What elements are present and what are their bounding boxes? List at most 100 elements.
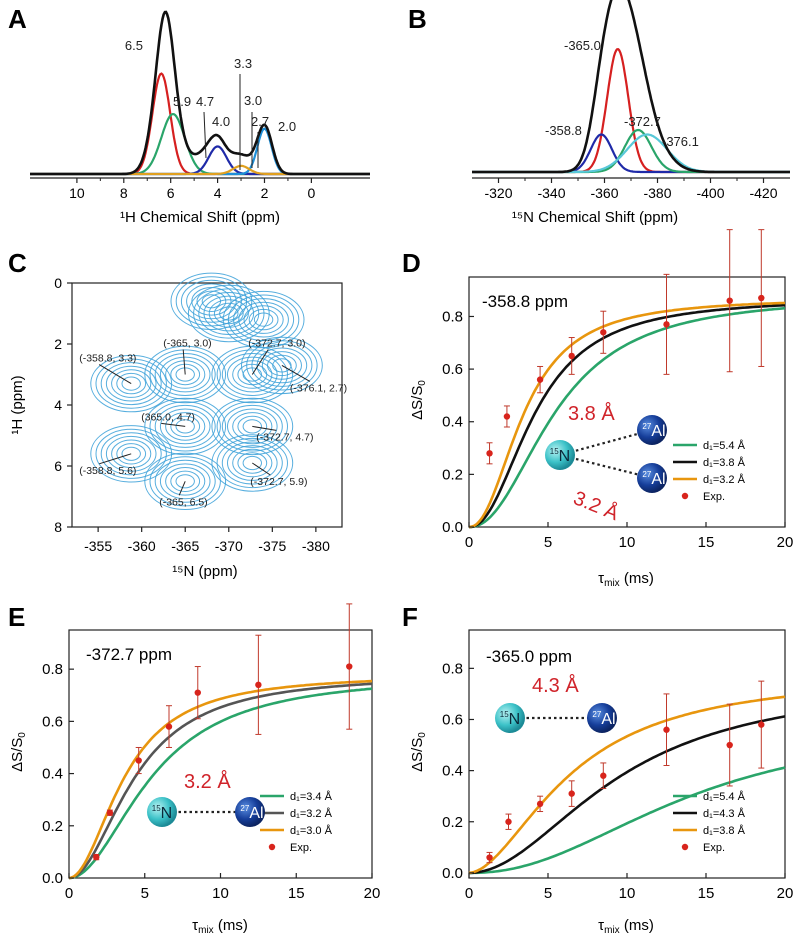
contour-level <box>238 301 289 338</box>
contour-level <box>111 369 152 398</box>
y-tick-label: 0.8 <box>442 660 463 677</box>
y-axis-title: ΔS/S0 <box>409 380 428 420</box>
exp-point <box>726 297 733 304</box>
peak-label: 6.5 <box>125 38 143 53</box>
spectrum-series-line <box>472 128 790 174</box>
contour-annotation: (-376.1, 2.7) <box>290 382 347 394</box>
x-tick-label: 0 <box>65 885 73 902</box>
legend-marker <box>681 843 689 851</box>
contour-level <box>159 408 211 445</box>
aluminum-atom-label: 27Al <box>592 710 615 728</box>
contour-level <box>116 372 147 395</box>
panel-letter-b: B <box>408 4 427 34</box>
contour-level <box>256 347 308 384</box>
contour-level <box>121 446 141 461</box>
contour-annotation: (-365, 3.0) <box>163 338 211 350</box>
annotation-arrow <box>251 349 269 375</box>
plot-frame <box>468 629 786 879</box>
contour-level <box>221 441 283 485</box>
exp-point <box>536 800 544 808</box>
contour-level <box>211 434 294 492</box>
contour-level <box>159 463 211 500</box>
x-axis-title: τmix (ms) <box>598 570 654 589</box>
panel-d-kinetics: 0 5 10 15 20 0.0 0.2 0.4 0.6 0.8 -358.8 ppm τmix … <box>409 229 794 589</box>
exp-point <box>503 413 511 420</box>
contour-annotation: (365.0, 4.7) <box>141 411 195 423</box>
exp-point <box>726 741 733 749</box>
contour-level <box>116 443 147 465</box>
peak-label: 2.0 <box>278 119 296 134</box>
x-tick-label: -370 <box>215 538 243 554</box>
contour-level <box>100 362 162 406</box>
spectrum-series-line <box>30 112 370 176</box>
nitrogen-atom-label: 15N <box>500 710 520 728</box>
x-tick-label: -375 <box>258 538 286 554</box>
annotation-arrow <box>99 453 132 465</box>
legend-label: d₁=5.4 Å <box>703 790 746 803</box>
legend-label: d₁=3.4 Å <box>290 790 333 803</box>
legend-label: d₁=3.8 Å <box>703 456 746 469</box>
aluminum-atom-label: 27Al <box>642 470 665 488</box>
nitrogen-atom <box>147 797 177 827</box>
contour-level <box>221 353 283 396</box>
x-tick-label: -355 <box>84 538 112 554</box>
contour-level <box>165 360 206 389</box>
x-tick-label: -420 <box>749 185 777 201</box>
spectrum-series-line <box>472 133 790 174</box>
peak-label: -376.1 <box>662 134 699 149</box>
contour-level <box>180 279 242 323</box>
legend-label: d₁=3.8 Å <box>703 824 746 837</box>
contour-annotation: (-358.8, 3.3) <box>79 353 136 365</box>
x-tick-label: -380 <box>643 185 671 201</box>
exp-point <box>255 681 262 689</box>
contour-level <box>175 474 195 489</box>
distance-label: 3.8 Å <box>568 402 615 425</box>
x-tick-label: 5 <box>544 534 552 551</box>
x-tick-label: 5 <box>141 885 149 902</box>
x-axis-title: τmix (ms) <box>598 917 654 935</box>
legend-marker <box>681 492 689 500</box>
y-tick-label: 0.6 <box>42 713 63 730</box>
contour-level <box>272 358 292 373</box>
contour-level <box>227 294 300 345</box>
y-tick-label: 2 <box>54 336 62 352</box>
exp-point <box>600 772 607 779</box>
y-tick-label: 0.4 <box>442 414 463 431</box>
x-tick-label: -380 <box>302 538 330 554</box>
x-tick-label: 10 <box>619 534 636 551</box>
contour-annotation: (-372.7, 3.0) <box>248 338 305 350</box>
contour-level <box>154 404 216 448</box>
exp-point <box>194 689 201 696</box>
contour-level <box>237 415 268 438</box>
chart-title: -358.8 ppm <box>482 292 568 311</box>
x-tick-label: 4 <box>214 185 222 201</box>
y-tick-label: 0.2 <box>42 818 63 835</box>
exp-point <box>93 853 100 861</box>
contour-level <box>242 419 263 434</box>
fit-curve <box>468 303 786 529</box>
contour-level <box>95 428 167 479</box>
annotation-arrow <box>161 422 186 427</box>
peak-label: -365.0 <box>564 38 601 53</box>
contour-annotation: (-372.7, 4.7) <box>256 431 313 443</box>
contour-level <box>221 404 283 448</box>
exp-point <box>505 818 512 825</box>
y-tick-label: 0.0 <box>442 519 463 536</box>
y-axis-title: ΔS/S0 <box>9 732 28 772</box>
contour-level <box>170 470 201 492</box>
x-tick-label: -400 <box>696 185 724 201</box>
x-tick-label: 20 <box>777 534 794 551</box>
contour-level <box>232 448 273 478</box>
aluminum-atom-label: 27Al <box>240 804 263 822</box>
exp-point <box>568 352 575 360</box>
aluminum-atom <box>235 797 265 827</box>
exp-point <box>758 294 765 302</box>
spectrum-series-line <box>472 48 790 174</box>
contour-annotation: (-358.8, 5.6) <box>79 465 136 477</box>
y-tick-label: 0.6 <box>442 361 463 378</box>
panel-f-kinetics: 0 5 10 15 20 0.0 0.2 0.4 0.6 0.8 -365.0 ppm τmix … <box>409 629 793 935</box>
exp-point <box>536 376 544 383</box>
legend-label: d₁=3.2 Å <box>703 473 746 486</box>
contour-level <box>154 459 216 503</box>
contour-level <box>232 412 273 441</box>
